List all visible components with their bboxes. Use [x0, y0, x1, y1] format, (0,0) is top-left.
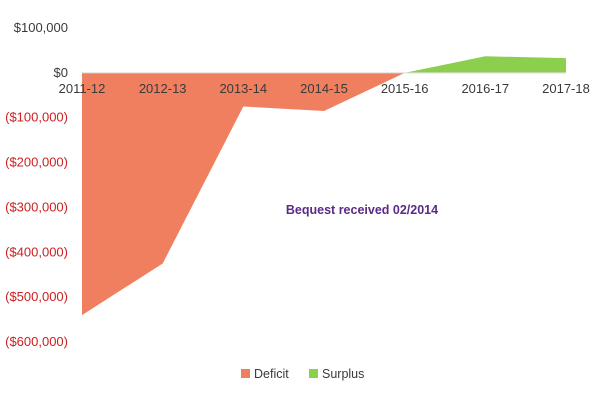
legend-swatch-deficit: [241, 369, 250, 378]
x-tick-label: 2014-15: [300, 81, 348, 96]
x-tick-label: 2015-16: [381, 81, 429, 96]
annotation-bequest: Bequest received 02/2014: [286, 203, 438, 217]
x-tick-label: 2011-12: [59, 81, 106, 96]
y-tick-label: ($600,000): [5, 334, 68, 349]
plot-areas: [82, 56, 566, 316]
y-tick-label: ($400,000): [5, 244, 68, 259]
y-tick-label: ($300,000): [5, 199, 68, 214]
y-tick-label: ($100,000): [5, 110, 68, 125]
y-tick-label: ($500,000): [5, 289, 68, 304]
area-surplus: [82, 56, 566, 73]
legend: Deficit Surplus: [241, 367, 364, 381]
x-tick-label: 2016-17: [461, 81, 509, 96]
y-axis-ticks: $100,000 $0 ($100,000) ($200,000) ($300,000)…: [5, 20, 68, 349]
x-axis-ticks: 2011-12 2012-13 2013-14 2014-15 2015-16 2016-…: [59, 81, 590, 96]
area-deficit: [82, 72, 566, 316]
x-tick-label: 2012-13: [139, 81, 187, 96]
legend-label-deficit: Deficit: [254, 367, 289, 381]
legend-label-surplus: Surplus: [322, 367, 364, 381]
y-tick-label: $100,000: [14, 20, 68, 35]
y-tick-label: ($200,000): [5, 155, 68, 170]
legend-swatch-surplus: [309, 369, 318, 378]
y-tick-label: $0: [54, 65, 68, 80]
x-tick-label: 2017-18: [542, 81, 590, 96]
x-tick-label: 2013-14: [219, 81, 267, 96]
